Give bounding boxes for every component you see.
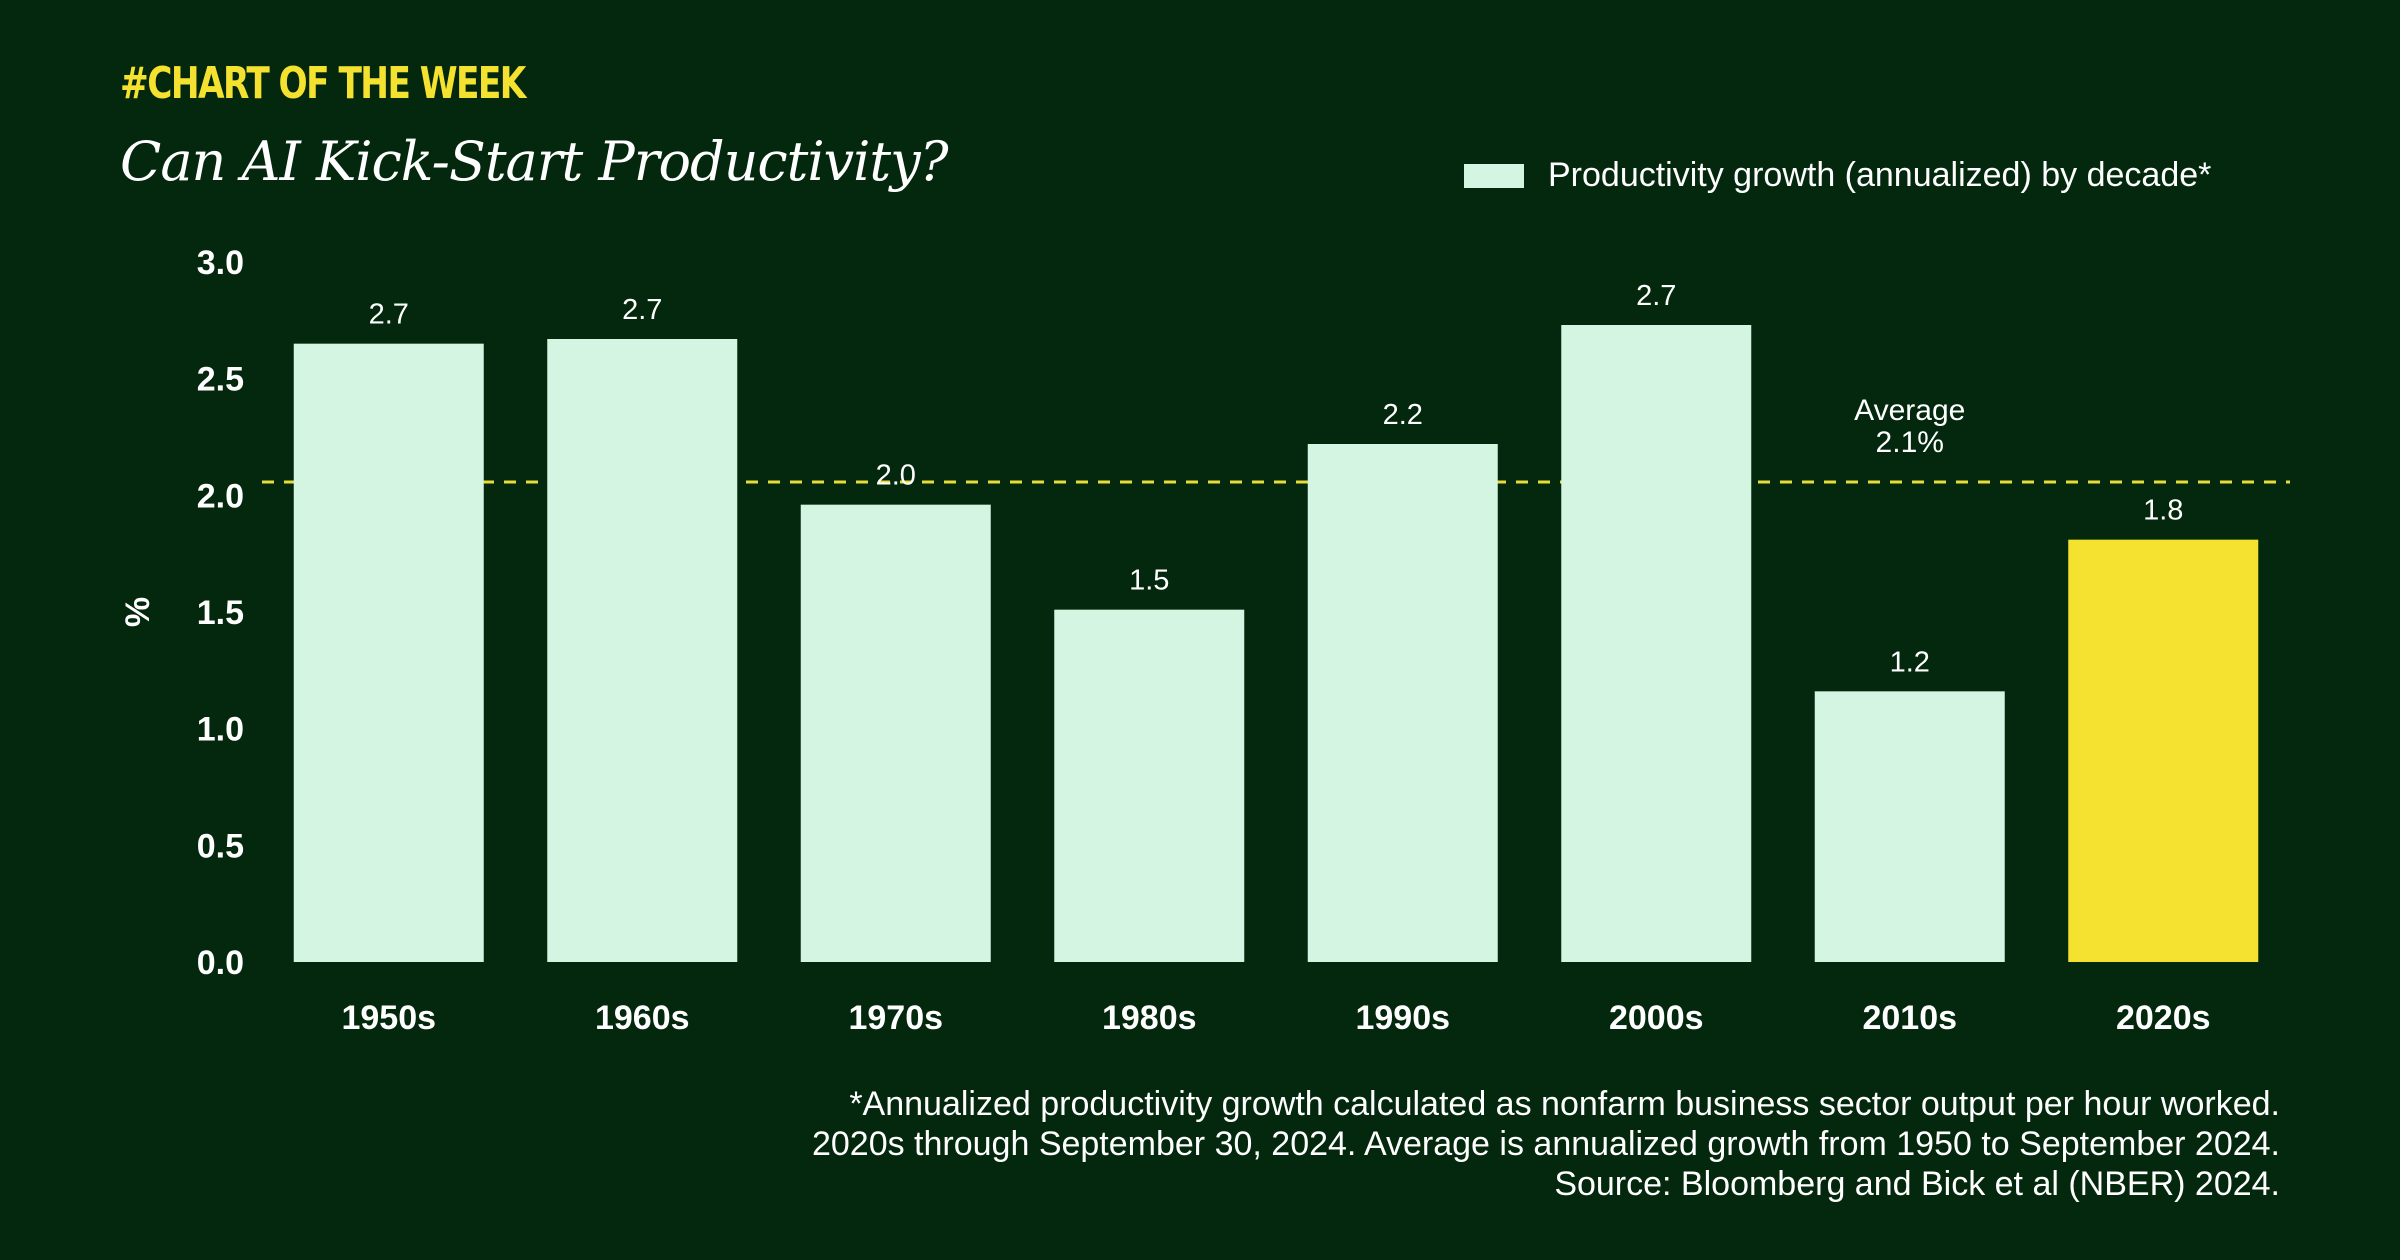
y-axis-ticks: 0.0 0.5 1.0 1.5 2.0 2.5 3.0 — [197, 244, 244, 982]
x-tick-label: 1950s — [341, 999, 436, 1037]
bar — [1814, 691, 2005, 962]
bars — [293, 325, 2259, 963]
x-tick-label: 1990s — [1355, 999, 1450, 1037]
data-label: 2.7 — [622, 294, 662, 326]
x-axis-labels: 1950s 1960s 1970s 1980s 1990s 2000s 2010s 2020s — [341, 999, 2210, 1037]
legend-swatch — [1464, 163, 1524, 188]
y-tick-label: 2.0 — [197, 477, 244, 515]
y-tick-label: 3.0 — [197, 244, 244, 282]
data-label: 1.2 — [1890, 646, 1930, 678]
y-tick-label: 2.5 — [197, 361, 244, 399]
chart-legend: Productivity growth (annualized) by deca… — [1464, 156, 2211, 195]
footnote: *Annualized productivity growth calculat… — [812, 1084, 2280, 1204]
y-tick-label: 0.0 — [197, 944, 244, 982]
bar — [1561, 325, 1752, 962]
chart-title: Can AI Kick-Start Productivity? — [120, 130, 949, 193]
x-tick-label: 1980s — [1102, 999, 1197, 1037]
x-tick-label: 2020s — [2116, 999, 2211, 1037]
data-label: 2.2 — [1383, 399, 1423, 431]
average-value-label: 2.1% — [1876, 426, 1944, 459]
chart-kicker: #CHART OF THE WEEK — [120, 58, 526, 109]
y-tick-label: 1.5 — [197, 594, 244, 632]
footnote-line-1: *Annualized productivity growth calculat… — [849, 1085, 2280, 1123]
bar — [293, 343, 484, 963]
y-tick-label: 0.5 — [197, 827, 244, 865]
y-tick-label: 1.0 — [197, 711, 244, 749]
bar — [2068, 539, 2259, 962]
y-axis-label: % — [119, 597, 157, 627]
data-label: 1.8 — [2143, 495, 2183, 527]
data-label: 2.7 — [369, 299, 409, 331]
value-labels: 2.7 2.7 2.0 1.5 2.2 2.7 1.2 1.8 — [369, 280, 2184, 678]
legend-label: Productivity growth (annualized) by deca… — [1548, 156, 2212, 194]
footnote-line-2: 2020s through September 30, 2024. Averag… — [811, 1125, 2280, 1163]
bar — [547, 339, 738, 962]
x-tick-label: 2010s — [1862, 999, 1957, 1037]
data-label: 2.0 — [876, 460, 916, 492]
bar — [800, 504, 991, 962]
bar — [1054, 609, 1245, 962]
x-tick-label: 1960s — [595, 999, 690, 1037]
x-tick-label: 1970s — [848, 999, 943, 1037]
average-label: Average — [1854, 394, 1965, 427]
data-label: 2.7 — [1636, 280, 1676, 312]
data-label: 1.5 — [1129, 565, 1169, 597]
bar — [1307, 444, 1498, 962]
x-tick-label: 2000s — [1609, 999, 1704, 1037]
footnote-line-3: Source: Bloomberg and Bick et al (NBER) … — [1554, 1165, 2280, 1203]
